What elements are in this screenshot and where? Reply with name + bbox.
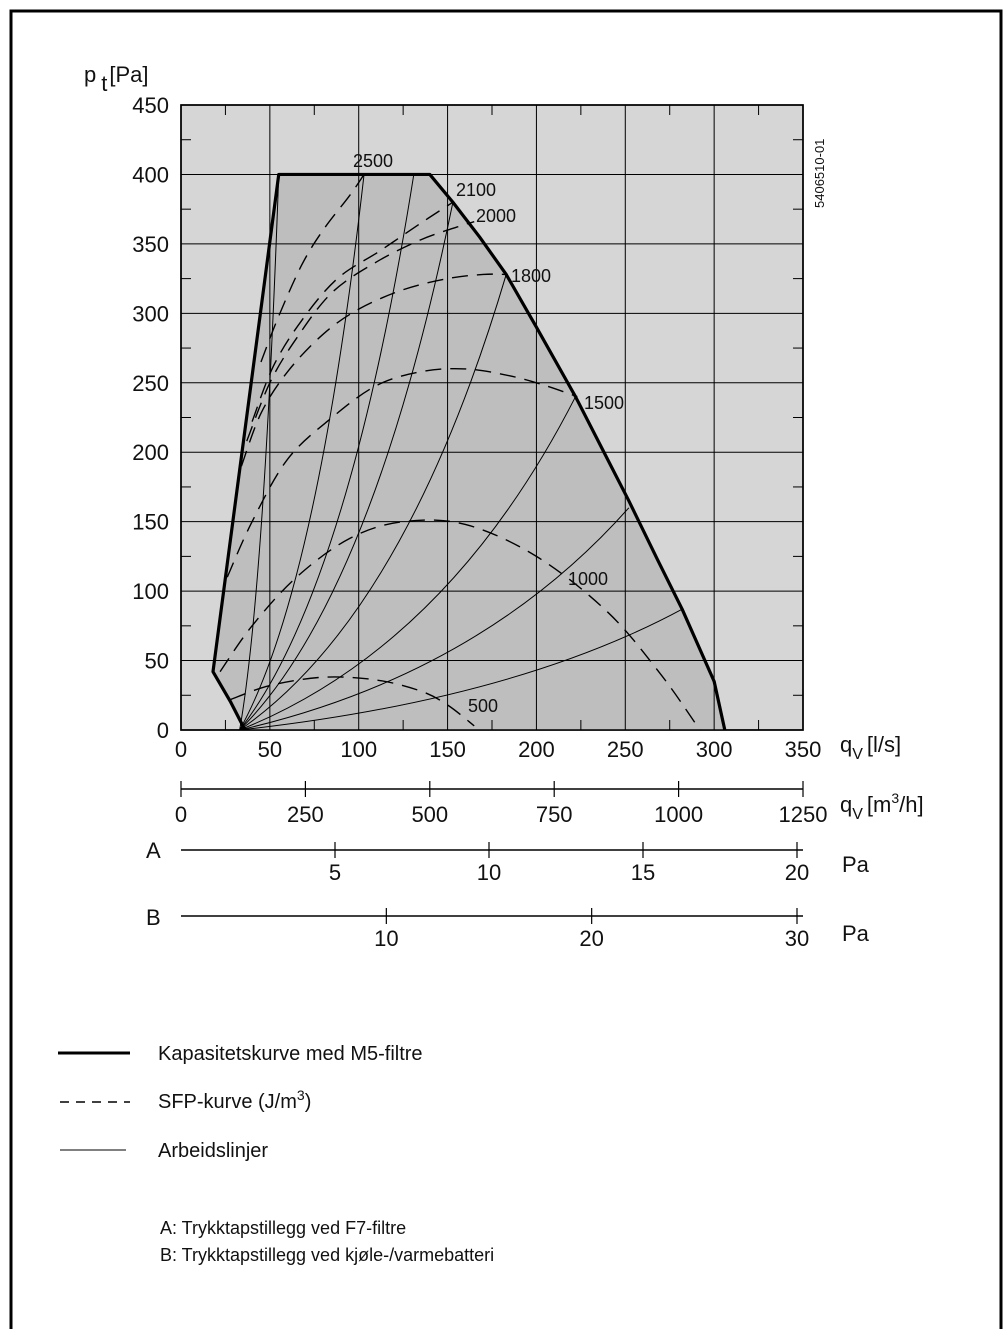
work-line-1	[239, 174, 280, 731]
work-line-4	[239, 202, 454, 731]
scale-b-tick-label-20: 20	[579, 926, 603, 951]
y-axis-title-unit: [Pa]	[109, 62, 148, 87]
legend-label-work: Arbeidslinjer	[158, 1140, 268, 1162]
x-tick-label-150: 150	[429, 737, 466, 762]
sfp-label-2100: 2100	[456, 180, 496, 200]
work-line-6	[239, 396, 576, 731]
x-tick-label-0: 0	[175, 737, 187, 762]
y-tick-label-350: 350	[132, 232, 169, 257]
sfp-label-2500: 2500	[353, 151, 393, 171]
work-line-8	[239, 608, 683, 731]
sfp-curve-1000	[219, 519, 701, 731]
plot-frame	[180, 104, 804, 731]
sfp-curves	[219, 174, 701, 731]
scale-a-unit: Pa	[842, 852, 870, 877]
x-axis-ls-title-main: q	[840, 732, 852, 757]
x-axis-ls-title: qV [l/s]	[840, 732, 901, 763]
m3h-tick-label-250: 250	[287, 802, 324, 827]
y-tick-label-400: 400	[132, 162, 169, 187]
y-tick-label-200: 200	[132, 440, 169, 465]
y-tick-label-100: 100	[132, 579, 169, 604]
scale-a-tick-label-15: 15	[631, 860, 655, 885]
sfp-curve-1500	[226, 367, 578, 578]
sfp-curve-2000	[246, 220, 475, 442]
m3h-tick-label-500: 500	[411, 802, 448, 827]
work-line-7	[239, 507, 630, 731]
sfp-label-1000: 1000	[568, 569, 608, 589]
legend-label-sfp: SFP-kurve (J/m3)	[158, 1087, 311, 1113]
x-tick-label-350: 350	[785, 737, 822, 762]
m3h-tick-label-1250: 1250	[779, 802, 828, 827]
sfp-label-2000: 2000	[476, 206, 516, 226]
x-tick-label-200: 200	[518, 737, 555, 762]
m3h-scale: 0 250 500 750 1000 1250	[175, 781, 828, 827]
x-axis-m3h-title-main: q	[840, 792, 852, 817]
capacity-curve	[211, 172, 727, 731]
sfp-curve-500	[230, 676, 475, 727]
y-tick-label-150: 150	[132, 510, 169, 535]
legend-label-sfp-a: SFP-kurve (J/m	[158, 1091, 297, 1113]
scale-b-unit: Pa	[842, 921, 870, 946]
x-tick-label-250: 250	[607, 737, 644, 762]
legend-label-sfp-sup: 3	[297, 1087, 305, 1103]
note-b: B: Trykktapstillegg ved kjøle-/varmebatt…	[160, 1245, 494, 1265]
x-axis-m3h-title-unit-a: [m	[867, 792, 891, 817]
scale-a-letter: A	[146, 838, 161, 863]
x-axis-ls-tick-labels: 0 50 100 150 200 250 300 350	[175, 737, 821, 762]
m3h-tick-label-0: 0	[175, 802, 187, 827]
sfp-label-500: 500	[468, 696, 498, 716]
y-tick-label-250: 250	[132, 371, 169, 396]
y-axis-title-main: p	[84, 62, 96, 87]
figure-code: 5406510-01	[812, 139, 827, 208]
x-axis-m3h-title-sub: V	[852, 806, 863, 823]
y-axis-title: p t[Pa]	[84, 62, 149, 96]
sfp-curve-2500	[260, 174, 365, 363]
sfp-label-1500: 1500	[584, 393, 624, 413]
work-line-5	[239, 274, 507, 731]
sfp-label-1800: 1800	[511, 266, 551, 286]
x-axis-m3h-title-unit-b: /h]	[899, 792, 923, 817]
x-tick-label-100: 100	[340, 737, 377, 762]
legend-label-capacity: Kapasitetskurve med M5-filtre	[158, 1043, 423, 1065]
scale-b-ticks: 10 20 30	[374, 908, 809, 951]
scale-b-tick-label-10: 10	[374, 926, 398, 951]
y-axis-title-sub: t	[101, 71, 107, 96]
y-tick-label-450: 450	[132, 93, 169, 118]
x-axis-m3h-title-unit-sup: 3	[891, 790, 899, 806]
note-a: A: Trykktapstillegg ved F7-filtre	[160, 1218, 406, 1238]
y-axis-tick-labels: 0 50 100 150 200 250 300 350 400 450	[132, 93, 169, 743]
x-tick-label-50: 50	[258, 737, 282, 762]
minor-ticks	[181, 105, 803, 730]
scale-a-tick-label-10: 10	[477, 860, 501, 885]
m3h-tick-label-1000: 1000	[654, 802, 703, 827]
x-axis-m3h-title: qV [m3/h]	[840, 790, 924, 823]
scale-b-tick-label-30: 30	[785, 926, 809, 951]
sfp-curve-1800	[240, 273, 507, 467]
work-line-2	[239, 174, 365, 731]
y-tick-label-0: 0	[157, 718, 169, 743]
y-tick-label-300: 300	[132, 301, 169, 326]
figure-border	[9, 9, 1003, 1329]
m3h-tick-label-750: 750	[536, 802, 573, 827]
sfp-curve-2100	[251, 201, 454, 422]
x-axis-ls-title-unit: [l/s]	[867, 732, 901, 757]
x-axis-ls-title-sub: V	[852, 746, 863, 763]
scale-a-tick-label-20: 20	[785, 860, 809, 885]
scale-b-letter: B	[146, 905, 161, 930]
y-tick-label-50: 50	[145, 649, 169, 674]
scale-a-tick-label-5: 5	[329, 860, 341, 885]
scale-a-ticks: 5 10 15 20	[329, 842, 809, 885]
legend-label-sfp-b: )	[305, 1091, 312, 1113]
x-tick-label-300: 300	[696, 737, 733, 762]
work-lines	[239, 174, 683, 731]
